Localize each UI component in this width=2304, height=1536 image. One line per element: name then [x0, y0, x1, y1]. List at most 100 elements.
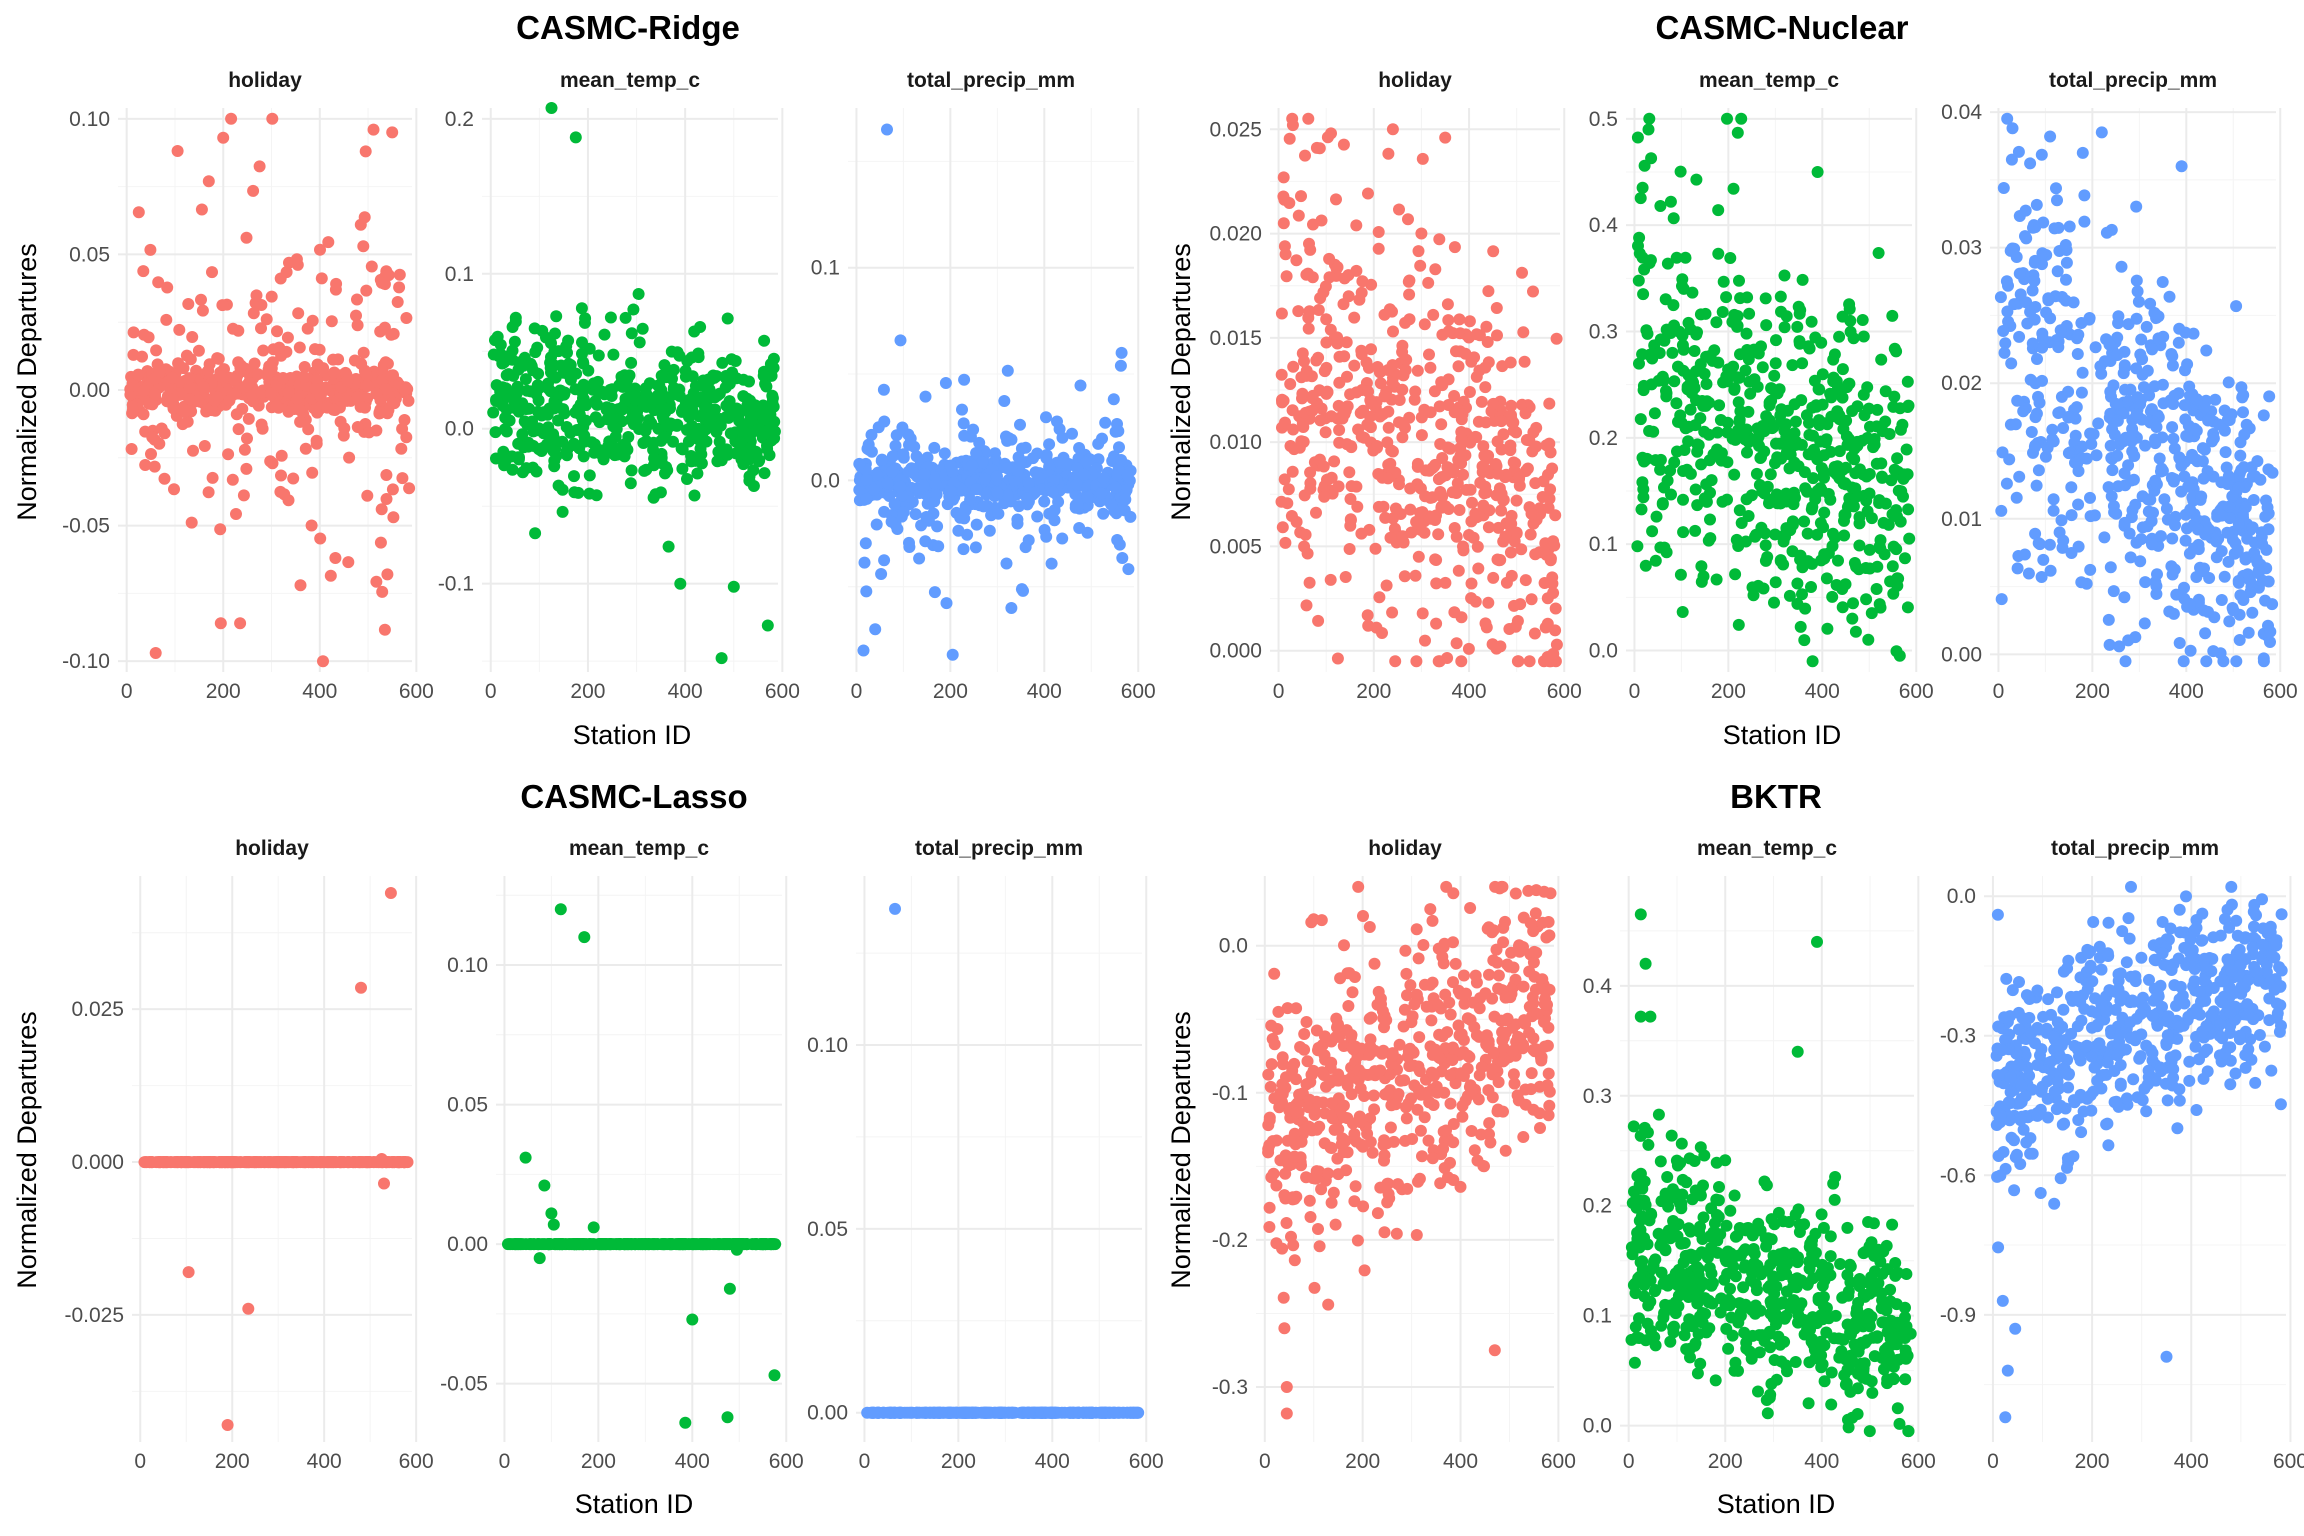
data-point — [755, 1238, 768, 1251]
data-point — [1290, 254, 1303, 267]
data-point — [1300, 599, 1313, 612]
data-point — [1056, 457, 1069, 469]
data-point — [1314, 414, 1327, 427]
data-point — [182, 298, 195, 310]
x-tick-label: 200 — [206, 680, 241, 703]
data-point — [1505, 409, 1517, 422]
data-point — [197, 381, 210, 394]
data-point — [1310, 141, 1323, 154]
data-point — [1456, 1110, 1469, 1123]
data-point — [2219, 446, 2232, 459]
data-point — [1756, 361, 1769, 374]
data-point — [1448, 606, 1461, 619]
data-point — [240, 231, 253, 244]
data-point — [758, 467, 771, 480]
data-point — [2223, 615, 2236, 628]
data-point — [386, 483, 399, 496]
data-point — [1487, 398, 1500, 410]
data-point — [1463, 1051, 1476, 1063]
data-point — [1277, 190, 1290, 203]
data-point — [1811, 166, 1824, 178]
data-point — [2246, 606, 2259, 619]
facet-holiday: holiday-0.10-0.050.000.050.100 200 400 600 — [62, 69, 434, 703]
chart-casmc-nuclear: CASMC-Nuclear Normalized Departures Stat… — [1166, 9, 2298, 750]
data-point — [1752, 579, 1765, 592]
data-point — [967, 423, 980, 436]
data-point — [1793, 307, 1806, 320]
data-point — [192, 344, 205, 357]
data-point — [1373, 591, 1386, 604]
data-point — [1414, 506, 1427, 519]
data-point — [1465, 577, 1478, 590]
data-point — [1399, 944, 1412, 957]
data-point — [549, 327, 561, 340]
data-point — [1674, 165, 1687, 178]
data-point — [327, 353, 340, 366]
data-point — [1424, 512, 1437, 525]
data-point — [966, 459, 979, 472]
data-point — [2051, 265, 2064, 278]
data-point — [673, 349, 686, 362]
data-point — [2076, 366, 2089, 379]
data-point — [889, 439, 902, 452]
data-point — [1791, 320, 1804, 333]
x-tick-label: 200 — [1345, 1450, 1380, 1473]
data-point — [1815, 336, 1828, 349]
data-point — [1333, 376, 1346, 389]
data-point — [1071, 498, 1084, 511]
data-point — [351, 293, 363, 306]
data-point — [1660, 323, 1673, 336]
data-point — [1371, 361, 1384, 373]
data-point — [998, 395, 1011, 407]
data-point — [195, 293, 207, 306]
data-point — [1888, 463, 1901, 476]
data-point — [1899, 552, 1911, 565]
data-point — [231, 1156, 244, 1169]
data-point — [1475, 395, 1488, 408]
data-point — [648, 1238, 661, 1251]
data-point — [273, 341, 286, 354]
data-point — [1372, 242, 1385, 255]
data-point — [1838, 529, 1851, 542]
data-point — [730, 447, 742, 460]
data-point — [1302, 322, 1315, 335]
data-point — [1861, 505, 1874, 518]
data-point — [716, 356, 729, 369]
data-point — [519, 1151, 532, 1164]
data-point — [747, 464, 760, 477]
data-point — [1872, 247, 1885, 259]
data-point — [1111, 534, 1124, 546]
data-point — [970, 447, 983, 459]
data-point — [2044, 312, 2057, 325]
data-point — [2118, 516, 2131, 529]
x-tick-label: 200 — [1356, 680, 1391, 703]
data-point — [271, 1156, 284, 1169]
data-point — [255, 386, 268, 399]
data-point — [271, 325, 283, 338]
data-point — [1870, 583, 1883, 595]
data-point — [2232, 517, 2245, 530]
data-point — [1677, 282, 1690, 295]
y-tick-label: 0.10 — [69, 108, 110, 131]
data-point — [550, 310, 563, 323]
data-point — [1523, 655, 1536, 668]
data-point — [1676, 329, 1689, 342]
data-point — [2127, 473, 2140, 486]
data-point — [1454, 449, 1467, 462]
data-point — [1525, 507, 1538, 520]
data-point — [2030, 407, 2043, 420]
data-point — [1033, 472, 1046, 484]
data-point — [2229, 537, 2242, 550]
y-tick-label: 0.00 — [1941, 643, 1982, 666]
data-point — [2148, 380, 2161, 393]
data-point — [1681, 463, 1693, 476]
data-point — [1276, 521, 1289, 534]
data-point — [2134, 348, 2147, 361]
data-point — [1410, 655, 1423, 668]
data-point — [1732, 540, 1745, 552]
data-point — [1342, 290, 1355, 303]
data-point — [1343, 466, 1356, 479]
data-point — [2146, 343, 2159, 356]
data-point — [721, 1411, 734, 1424]
data-point — [1362, 361, 1375, 374]
